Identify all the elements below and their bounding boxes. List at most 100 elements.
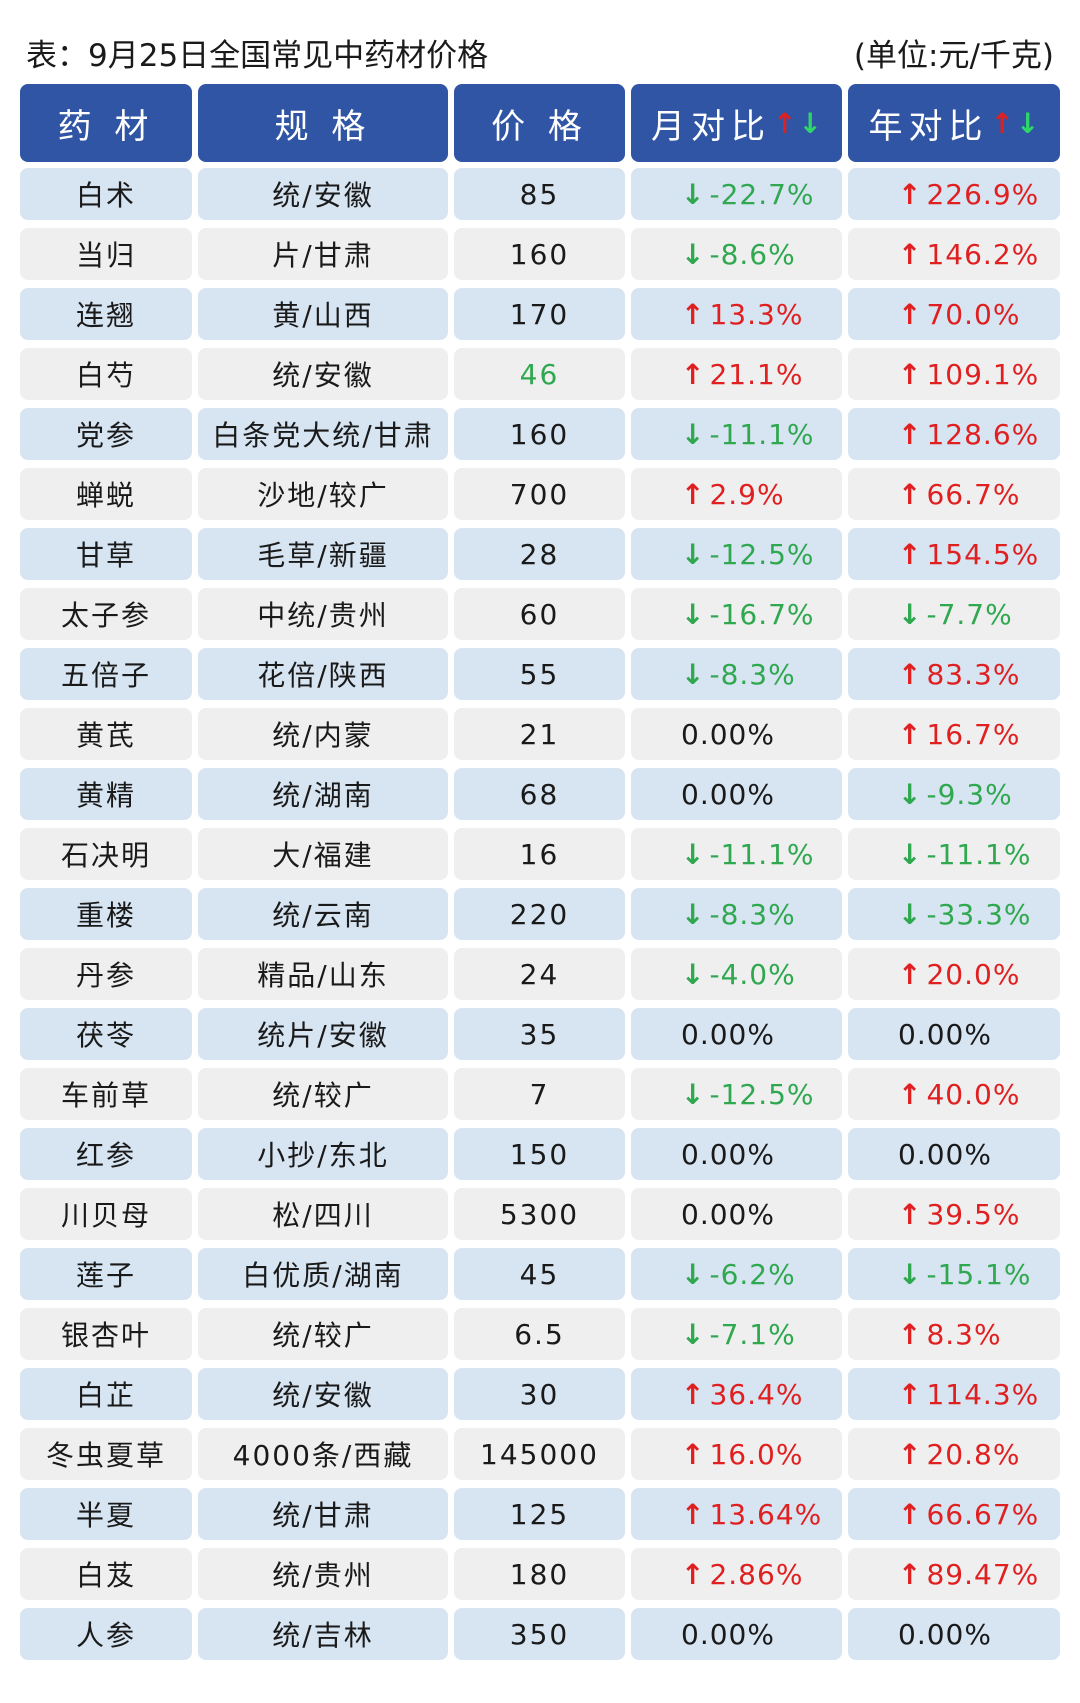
month-change-value: -22.7% xyxy=(709,177,815,211)
table-row: 白芨 统/贵州 180 ↑ 2.86% ↑ 89.47% xyxy=(20,1548,1060,1608)
arrow-up-icon: ↑ xyxy=(898,1197,923,1231)
cell-spec: 白优质/湖南 xyxy=(198,1248,448,1300)
arrow-down-icon: ↓ xyxy=(681,897,706,931)
month-change-value: -4.0% xyxy=(709,957,796,991)
month-change-value: 13.3% xyxy=(709,297,804,331)
cell-price: 125 xyxy=(454,1488,625,1540)
table-row: 白术 统/安徽 85 ↓ -22.7% ↑ 226.9% xyxy=(20,168,1060,228)
cell-name: 白术 xyxy=(20,168,192,220)
arrow-down-icon: ↓ xyxy=(1016,106,1040,140)
cell-year-change: ↑ 89.47% xyxy=(848,1548,1060,1600)
cell-price: 160 xyxy=(454,228,625,280)
arrow-up-icon: ↑ xyxy=(681,357,706,391)
cell-month-change: 0.00% xyxy=(631,1608,842,1660)
cell-price: 85 xyxy=(454,168,625,220)
cell-spec: 统/较广 xyxy=(198,1068,448,1120)
cell-price: 160 xyxy=(454,408,625,460)
year-change-value: 40.0% xyxy=(926,1077,1021,1111)
cell-price: 30 xyxy=(454,1368,625,1420)
arrow-up-icon: ↑ xyxy=(681,297,706,331)
year-change-value: 114.3% xyxy=(926,1377,1040,1411)
cell-spec: 白条党大统/甘肃 xyxy=(198,408,448,460)
cell-year-change: ↓ -11.1% xyxy=(848,828,1060,880)
cell-year-change: 0.00% xyxy=(848,1008,1060,1060)
arrow-up-icon: ↑ xyxy=(898,177,923,211)
year-change-value: 226.9% xyxy=(926,177,1040,211)
cell-name: 太子参 xyxy=(20,588,192,640)
year-change-value: 0.00% xyxy=(898,1617,992,1651)
cell-month-change: ↑ 13.3% xyxy=(631,288,842,340)
cell-price: 220 xyxy=(454,888,625,940)
arrow-up-icon: ↑ xyxy=(898,297,923,331)
cell-name: 石决明 xyxy=(20,828,192,880)
table-row: 半夏 统/甘肃 125 ↑ 13.64% ↑ 66.67% xyxy=(20,1488,1060,1548)
year-change-value: -33.3% xyxy=(926,897,1032,931)
arrow-down-icon: ↓ xyxy=(681,1257,706,1291)
cell-price: 45 xyxy=(454,1248,625,1300)
cell-price: 7 xyxy=(454,1068,625,1120)
table-body: 白术 统/安徽 85 ↓ -22.7% ↑ 226.9% 当归 片/甘肃 160 ↓ -8.6% ↑ 14… xyxy=(20,168,1060,1668)
arrow-up-icon: ↑ xyxy=(681,1557,706,1591)
month-change-value: -12.5% xyxy=(709,537,815,571)
arrow-up-icon: ↑ xyxy=(898,1317,923,1351)
cell-year-change: ↑ 146.2% xyxy=(848,228,1060,280)
arrow-down-icon: ↓ xyxy=(898,597,923,631)
year-change-value: -15.1% xyxy=(926,1257,1032,1291)
cell-month-change: ↑ 21.1% xyxy=(631,348,842,400)
cell-spec: 统/贵州 xyxy=(198,1548,448,1600)
year-change-value: 83.3% xyxy=(926,657,1021,691)
cell-price: 55 xyxy=(454,648,625,700)
year-change-value: 66.67% xyxy=(926,1497,1040,1531)
cell-spec: 中统/贵州 xyxy=(198,588,448,640)
cell-year-change: ↑ 20.8% xyxy=(848,1428,1060,1480)
month-change-value: -6.2% xyxy=(709,1257,796,1291)
cell-spec: 大/福建 xyxy=(198,828,448,880)
header-year: 年对比 ↑ ↓ xyxy=(848,84,1060,162)
cell-price: 24 xyxy=(454,948,625,1000)
cell-name: 白芨 xyxy=(20,1548,192,1600)
arrow-up-icon: ↑ xyxy=(898,657,923,691)
table-row: 重楼 统/云南 220 ↓ -8.3% ↓ -33.3% xyxy=(20,888,1060,948)
arrow-down-icon: ↓ xyxy=(681,837,706,871)
cell-price: 170 xyxy=(454,288,625,340)
cell-spec: 统/云南 xyxy=(198,888,448,940)
table-row: 党参 白条党大统/甘肃 160 ↓ -11.1% ↑ 128.6% xyxy=(20,408,1060,468)
cell-spec: 4000条/西藏 xyxy=(198,1428,448,1480)
cell-price: 145000 xyxy=(454,1428,625,1480)
arrow-up-icon: ↑ xyxy=(898,417,923,451)
cell-spec: 精品/山东 xyxy=(198,948,448,1000)
cell-name: 黄芪 xyxy=(20,708,192,760)
cell-spec: 统/较广 xyxy=(198,1308,448,1360)
table-caption: 表：9月25日全国常见中药材价格 (单位:元/千克) xyxy=(26,30,1054,74)
table-row: 白芷 统/安徽 30 ↑ 36.4% ↑ 114.3% xyxy=(20,1368,1060,1428)
arrow-down-icon: ↓ xyxy=(798,106,822,140)
cell-name: 黄精 xyxy=(20,768,192,820)
cell-name: 丹参 xyxy=(20,948,192,1000)
cell-spec: 片/甘肃 xyxy=(198,228,448,280)
arrow-up-icon: ↑ xyxy=(898,1437,923,1471)
cell-month-change: 0.00% xyxy=(631,1188,842,1240)
cell-year-change: ↑ 39.5% xyxy=(848,1188,1060,1240)
table-row: 银杏叶 统/较广 6.5 ↓ -7.1% ↑ 8.3% xyxy=(20,1308,1060,1368)
page-title: 表：9月25日全国常见中药材价格 xyxy=(26,37,489,74)
cell-year-change: ↑ 66.67% xyxy=(848,1488,1060,1540)
year-change-value: 8.3% xyxy=(926,1317,1002,1351)
year-change-value: 66.7% xyxy=(926,477,1021,511)
cell-name: 白芍 xyxy=(20,348,192,400)
arrow-up-icon: ↑ xyxy=(681,1377,706,1411)
month-change-value: -12.5% xyxy=(709,1077,815,1111)
month-change-value: -11.1% xyxy=(709,837,815,871)
cell-spec: 沙地/较广 xyxy=(198,468,448,520)
cell-name: 半夏 xyxy=(20,1488,192,1540)
arrow-down-icon: ↓ xyxy=(898,837,923,871)
cell-name: 川贝母 xyxy=(20,1188,192,1240)
arrow-up-icon: ↑ xyxy=(898,1497,923,1531)
arrow-down-icon: ↓ xyxy=(898,897,923,931)
arrow-down-icon: ↓ xyxy=(681,537,706,571)
month-change-value: 13.64% xyxy=(709,1497,823,1531)
cell-spec: 统/安徽 xyxy=(198,348,448,400)
year-change-value: -9.3% xyxy=(926,777,1013,811)
cell-price: 350 xyxy=(454,1608,625,1660)
cell-month-change: ↓ -8.3% xyxy=(631,888,842,940)
cell-spec: 统/湖南 xyxy=(198,768,448,820)
